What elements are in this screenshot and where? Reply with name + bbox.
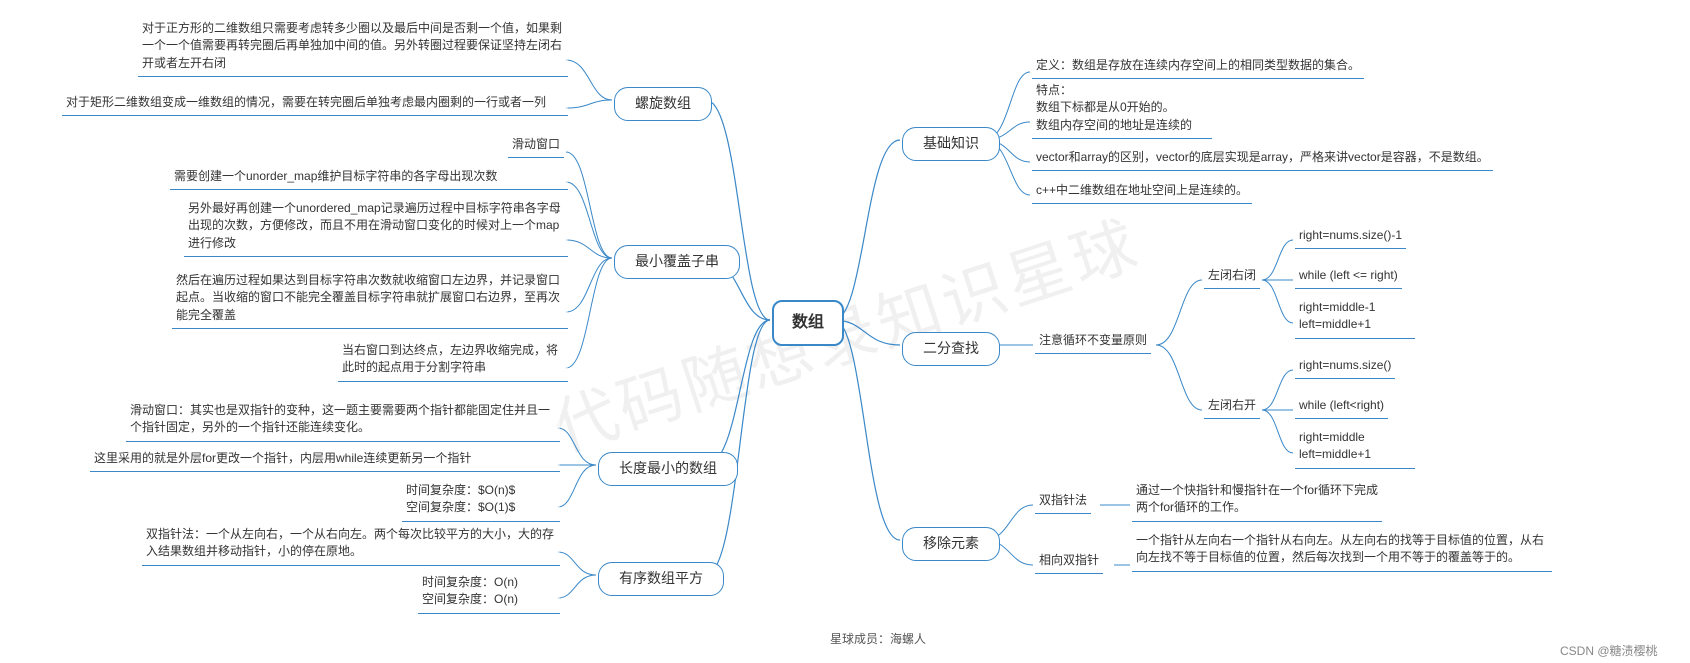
leaf-remove-opp-desc: 一个指针从左向右一个指针从右向左。从左向右的找等于目标值的位置，从右向左找不等于… — [1132, 530, 1552, 572]
leaf-basic-2: 特点： 数组下标都是从0开始的。 数组内存空间的地址是连续的 — [1032, 80, 1212, 139]
root-node: 数组 — [772, 300, 844, 346]
leaf-binary-rule: 注意循环不变量原则 — [1035, 330, 1151, 354]
leaf-remove-opp: 相向双指针 — [1035, 550, 1103, 574]
leaf-binary-lcrc-3: right=middle-1 left=middle+1 — [1295, 297, 1415, 339]
leaf-spiral-1: 对于正方形的二维数组只需要考虑转多少圈以及最后中间是否剩一个值，如果剩一个一个值… — [138, 18, 568, 77]
leaf-binary-lcrc-1: right=nums.size()-1 — [1295, 225, 1406, 249]
leaf-minlen-1: 滑动窗口：其实也是双指针的变种，这一题主要需要两个指针都能固定住并且一个指针固定… — [126, 400, 560, 442]
node-basic: 基础知识 — [902, 127, 1000, 161]
leaf-binary-lcro-2: while (left<right) — [1295, 395, 1388, 419]
leaf-minlen-3: 时间复杂度：$O(n)$ 空间复杂度：$O(1)$ — [402, 480, 560, 522]
leaf-binary-lcro: 左闭右开 — [1204, 395, 1260, 419]
leaf-minsub-4: 然后在遍历过程如果达到目标字符串次数就收缩窗口左边界，并记录窗口起点。当收缩的窗… — [172, 270, 568, 329]
footer-author: 星球成员：海螺人 — [830, 630, 926, 647]
leaf-minlen-2: 这里采用的就是外层for更改一个指针，内层用while连续更新另一个指针 — [90, 448, 560, 472]
node-spiral: 螺旋数组 — [614, 87, 712, 121]
node-minlen: 长度最小的数组 — [598, 452, 738, 486]
leaf-sortedsq-2: 时间复杂度：O(n) 空间复杂度：O(n) — [418, 572, 560, 614]
leaf-minsub-2: 需要创建一个unorder_map维护目标字符串的各字母出现次数 — [170, 166, 568, 190]
leaf-minsub-1: 滑动窗口 — [508, 134, 564, 158]
node-minsub: 最小覆盖子串 — [614, 245, 740, 279]
node-sortedsq: 有序数组平方 — [598, 562, 724, 596]
footer-csdn: CSDN @糖渍樱桃 — [1560, 642, 1658, 659]
leaf-sortedsq-1: 双指针法：一个从左向右，一个从右向左。两个每次比较平方的大小，大的存入结果数组并… — [142, 524, 560, 566]
leaf-basic-4: c++中二维数组在地址空间上是连续的。 — [1032, 180, 1252, 204]
node-remove: 移除元素 — [902, 527, 1000, 561]
leaf-spiral-2: 对于矩形二维数组变成一维数组的情况，需要在转完圈后单独考虑最内圈剩的一行或者一列 — [62, 92, 568, 116]
leaf-binary-lcrc: 左闭右闭 — [1204, 265, 1260, 289]
node-binary: 二分查找 — [902, 332, 1000, 366]
leaf-binary-lcro-1: right=nums.size() — [1295, 355, 1395, 379]
leaf-remove-twoptr: 双指针法 — [1035, 490, 1091, 514]
leaf-binary-lcro-3: right=middle left=middle+1 — [1295, 427, 1415, 469]
leaf-minsub-5: 当右窗口到达终点，左边界收缩完成，将此时的起点用于分割字符串 — [338, 340, 568, 382]
leaf-minsub-3: 另外最好再创建一个unordered_map记录遍历过程中目标字符串各字母出现的… — [184, 198, 568, 257]
leaf-basic-3: vector和array的区别，vector的底层实现是array，严格来讲ve… — [1032, 147, 1493, 171]
leaf-basic-1: 定义：数组是存放在连续内存空间上的相同类型数据的集合。 — [1032, 55, 1364, 79]
leaf-remove-twoptr-desc: 通过一个快指针和慢指针在一个for循环下完成两个for循环的工作。 — [1132, 480, 1382, 522]
leaf-binary-lcrc-2: while (left <= right) — [1295, 265, 1402, 289]
